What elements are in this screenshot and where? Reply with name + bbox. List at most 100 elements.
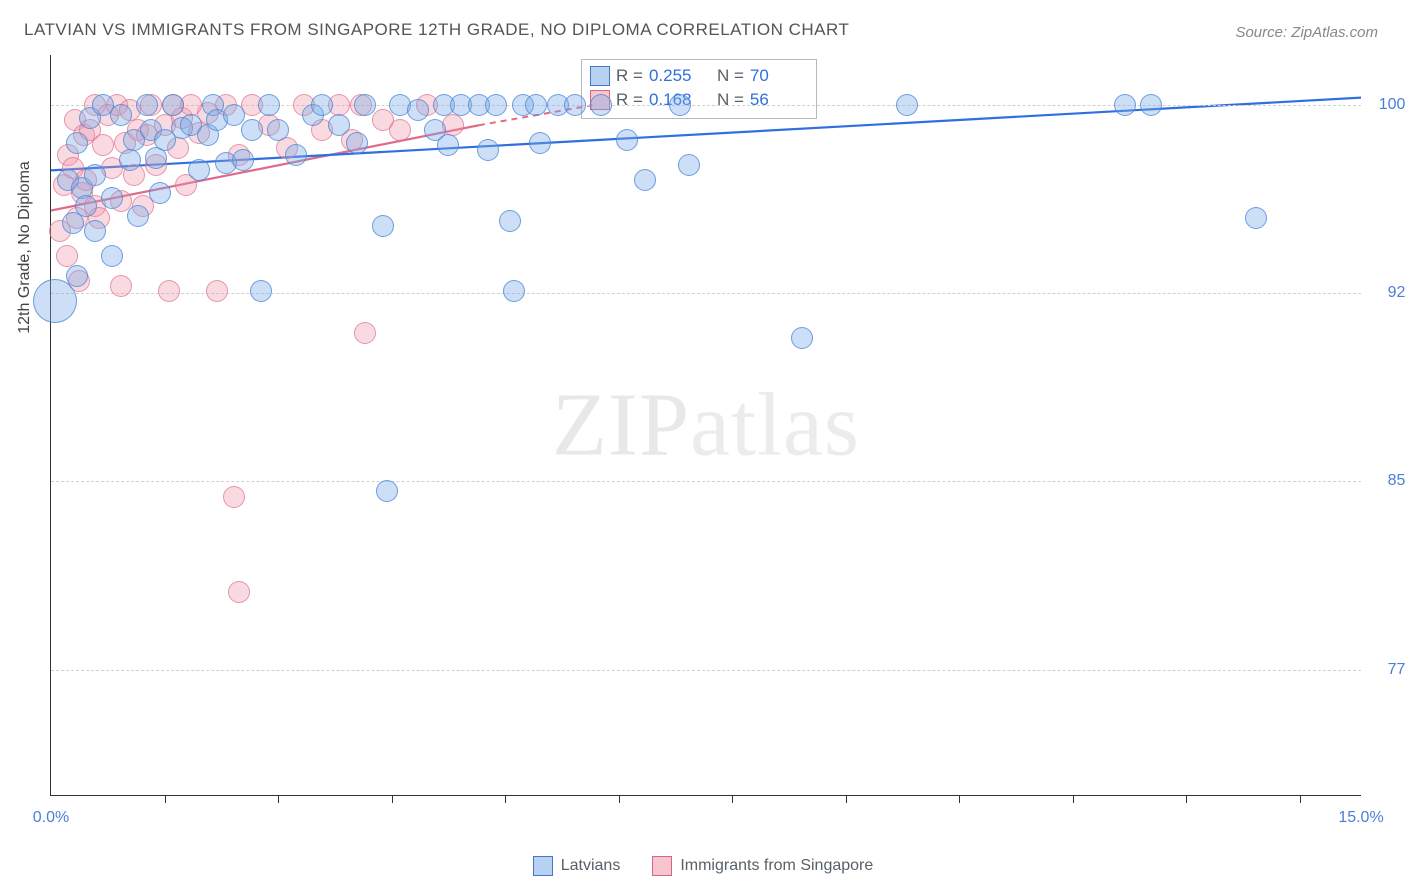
scatter-point-blue bbox=[258, 94, 280, 116]
legend-label-blue: Latvians bbox=[561, 857, 621, 875]
n-value-blue: 70 bbox=[750, 66, 806, 86]
n-label: N = bbox=[717, 90, 744, 110]
scatter-point-blue bbox=[66, 132, 88, 154]
n-value-pink: 56 bbox=[750, 90, 806, 110]
scatter-point-blue bbox=[232, 149, 254, 171]
gridline-horizontal bbox=[51, 670, 1361, 671]
x-tick bbox=[165, 795, 166, 803]
scatter-point-blue bbox=[328, 114, 350, 136]
scatter-point-pink bbox=[92, 134, 114, 156]
scatter-point-blue bbox=[590, 94, 612, 116]
y-tick-label: 92.5% bbox=[1388, 284, 1406, 302]
x-tick bbox=[732, 795, 733, 803]
scatter-point-blue bbox=[311, 94, 333, 116]
x-tick bbox=[505, 795, 506, 803]
scatter-point-blue bbox=[376, 480, 398, 502]
watermark-zip: ZIP bbox=[552, 376, 690, 475]
scatter-point-blue bbox=[241, 119, 263, 141]
scatter-point-pink bbox=[228, 581, 250, 603]
scatter-point-blue bbox=[634, 169, 656, 191]
r-value-blue: 0.255 bbox=[649, 66, 705, 86]
scatter-point-pink bbox=[158, 280, 180, 302]
scatter-point-blue bbox=[477, 139, 499, 161]
scatter-point-blue bbox=[188, 159, 210, 181]
scatter-point-blue bbox=[503, 280, 525, 302]
scatter-point-blue bbox=[499, 210, 521, 232]
legend-item-blue: Latvians bbox=[533, 856, 621, 876]
scatter-point-pink bbox=[389, 119, 411, 141]
scatter-point-pink bbox=[110, 275, 132, 297]
x-tick bbox=[1186, 795, 1187, 803]
scatter-point-blue bbox=[372, 215, 394, 237]
stats-legend: R = 0.255 N = 70 R = 0.168 N = 56 bbox=[581, 59, 817, 119]
scatter-point-blue bbox=[101, 245, 123, 267]
x-tick bbox=[846, 795, 847, 803]
stats-row-pink: R = 0.168 N = 56 bbox=[590, 88, 806, 112]
legend-label-pink: Immigrants from Singapore bbox=[680, 857, 873, 875]
scatter-point-blue bbox=[84, 164, 106, 186]
scatter-point-blue bbox=[1245, 207, 1267, 229]
scatter-point-blue bbox=[616, 129, 638, 151]
scatter-point-blue bbox=[136, 94, 158, 116]
scatter-point-blue bbox=[66, 265, 88, 287]
scatter-point-pink bbox=[206, 280, 228, 302]
y-tick-label: 77.5% bbox=[1388, 661, 1406, 679]
r-label: R = bbox=[616, 90, 643, 110]
scatter-point-blue bbox=[485, 94, 507, 116]
swatch-blue-icon bbox=[533, 856, 553, 876]
scatter-point-blue bbox=[285, 144, 307, 166]
x-tick-label: 0.0% bbox=[33, 809, 69, 827]
chart-title: LATVIAN VS IMMIGRANTS FROM SINGAPORE 12T… bbox=[24, 20, 849, 40]
scatter-point-blue bbox=[149, 182, 171, 204]
scatter-point-blue bbox=[346, 132, 368, 154]
scatter-point-blue bbox=[119, 149, 141, 171]
gridline-horizontal bbox=[51, 481, 1361, 482]
scatter-point-blue bbox=[678, 154, 700, 176]
scatter-point-blue bbox=[250, 280, 272, 302]
scatter-point-blue bbox=[110, 104, 132, 126]
scatter-point-blue bbox=[127, 205, 149, 227]
swatch-pink-icon bbox=[652, 856, 672, 876]
source-attribution: Source: ZipAtlas.com bbox=[1235, 24, 1378, 41]
x-tick bbox=[619, 795, 620, 803]
y-axis-label: 12th Grade, No Diploma bbox=[16, 161, 34, 334]
scatter-point-blue bbox=[267, 119, 289, 141]
scatter-point-blue bbox=[407, 99, 429, 121]
stats-row-blue: R = 0.255 N = 70 bbox=[590, 64, 806, 88]
scatter-point-blue bbox=[162, 94, 184, 116]
x-tick bbox=[1073, 795, 1074, 803]
x-tick-label: 15.0% bbox=[1338, 809, 1383, 827]
scatter-point-pink bbox=[354, 322, 376, 344]
watermark-atlas: atlas bbox=[690, 376, 860, 475]
scatter-point-blue bbox=[101, 187, 123, 209]
scatter-point-blue bbox=[564, 94, 586, 116]
scatter-point-blue bbox=[525, 94, 547, 116]
watermark: ZIPatlas bbox=[552, 374, 860, 477]
scatter-point-blue bbox=[669, 94, 691, 116]
y-tick-label: 100.0% bbox=[1379, 96, 1406, 114]
plot-area: ZIPatlas R = 0.255 N = 70 R = 0.168 N = … bbox=[50, 55, 1361, 796]
scatter-point-blue bbox=[354, 94, 376, 116]
swatch-blue-icon bbox=[590, 66, 610, 86]
x-tick bbox=[392, 795, 393, 803]
series-legend: Latvians Immigrants from Singapore bbox=[0, 856, 1406, 876]
scatter-point-blue bbox=[75, 195, 97, 217]
scatter-point-blue bbox=[896, 94, 918, 116]
scatter-point-pink bbox=[56, 245, 78, 267]
scatter-point-blue bbox=[1114, 94, 1136, 116]
y-tick-label: 85.0% bbox=[1388, 472, 1406, 490]
x-tick bbox=[278, 795, 279, 803]
x-tick bbox=[959, 795, 960, 803]
gridline-horizontal bbox=[51, 293, 1361, 294]
scatter-point-blue bbox=[791, 327, 813, 349]
scatter-point-blue bbox=[1140, 94, 1162, 116]
n-label: N = bbox=[717, 66, 744, 86]
r-label: R = bbox=[616, 66, 643, 86]
scatter-point-pink bbox=[223, 486, 245, 508]
scatter-point-blue bbox=[437, 134, 459, 156]
x-tick bbox=[1300, 795, 1301, 803]
legend-item-pink: Immigrants from Singapore bbox=[652, 856, 873, 876]
scatter-point-blue bbox=[529, 132, 551, 154]
scatter-point-blue bbox=[33, 279, 77, 323]
scatter-point-blue bbox=[84, 220, 106, 242]
